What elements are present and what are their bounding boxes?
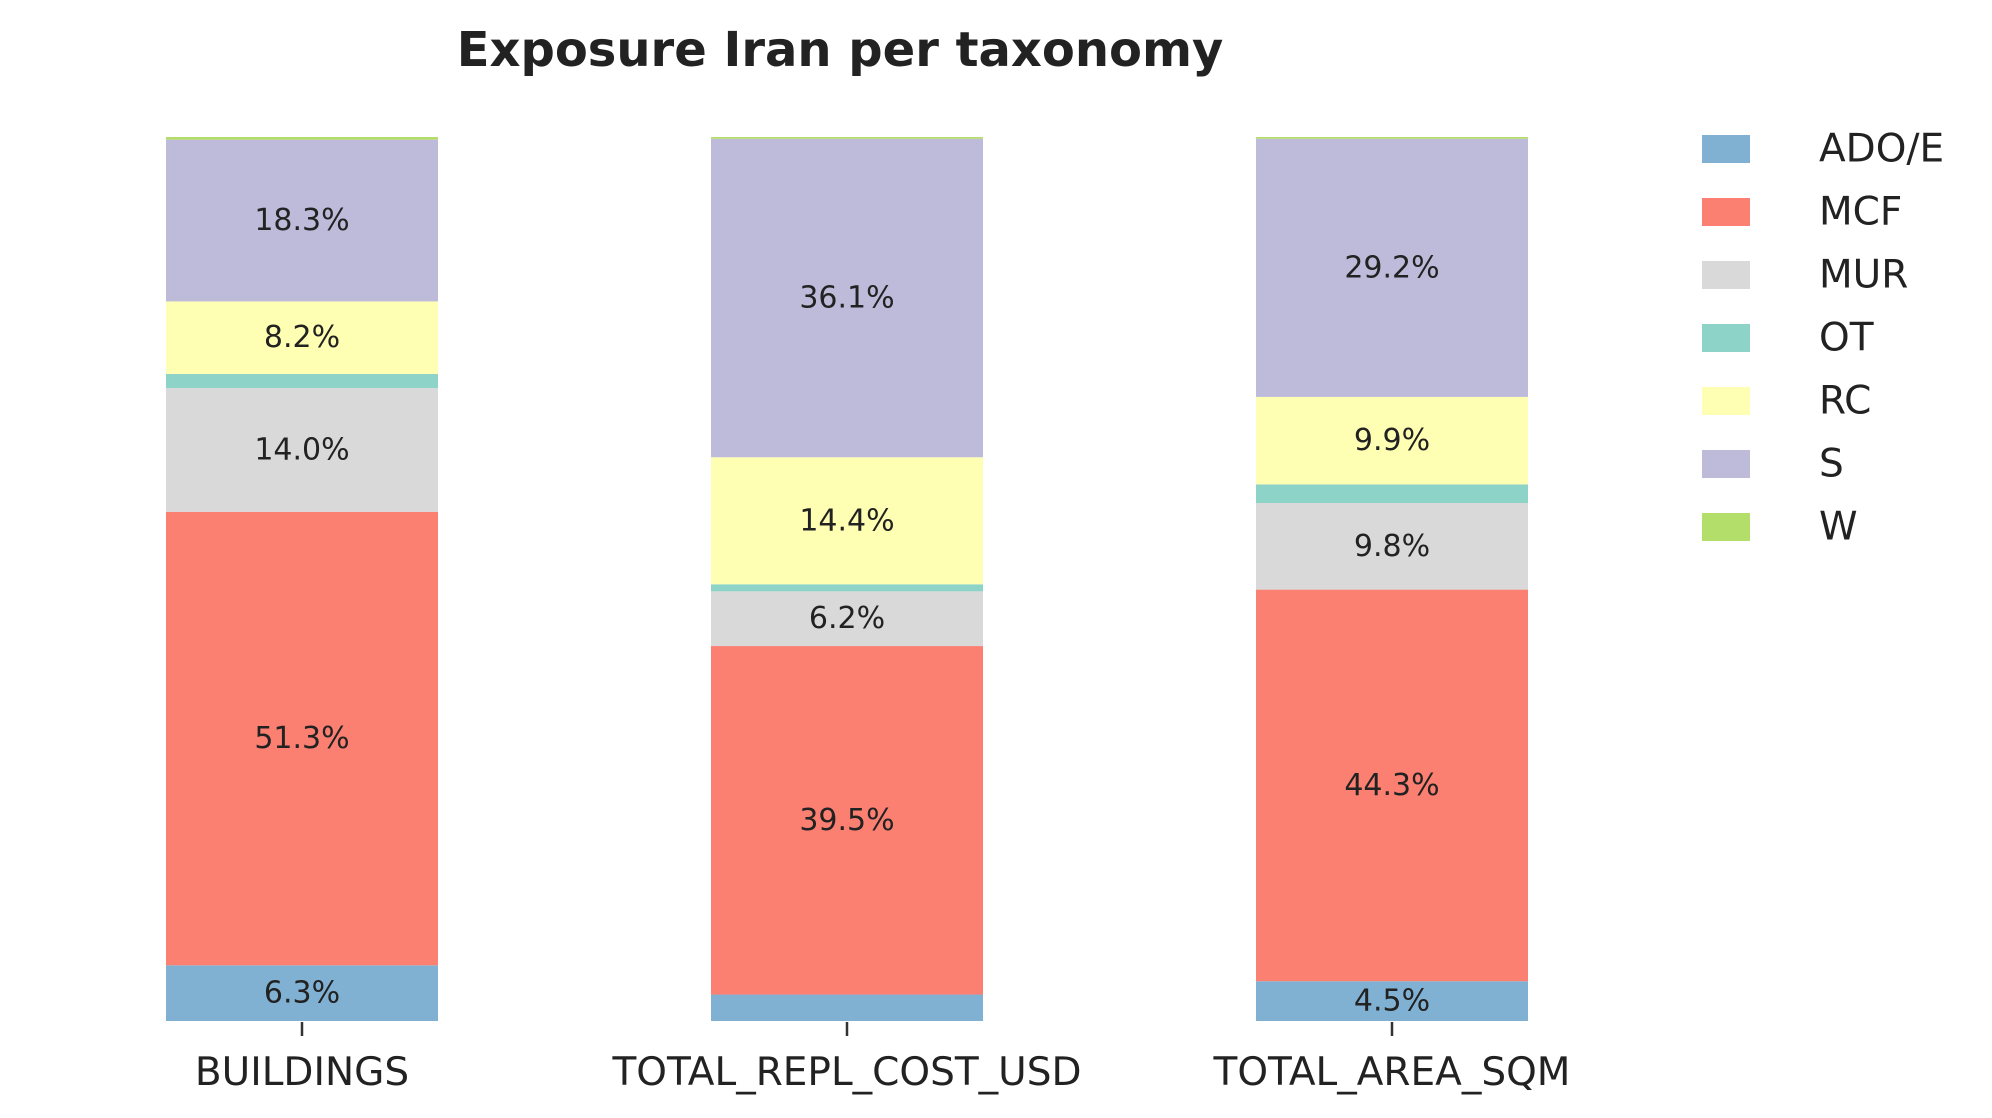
- legend-label-rc: RC: [1819, 379, 1871, 424]
- bar-buildings-mcf: [166, 511, 438, 966]
- data-label-buildings-s: 18.3%: [254, 203, 349, 238]
- bar-total-repl-cost-usd-ot: [711, 584, 983, 592]
- bar-total-area-sqm-ado-e: [1256, 981, 1528, 1021]
- legend-label-s: S: [1819, 442, 1844, 487]
- data-label-total-repl-cost-usd-s: 36.1%: [799, 281, 894, 316]
- bar-total-area-sqm-mur: [1256, 502, 1528, 590]
- data-label-buildings-mcf: 51.3%: [254, 721, 349, 756]
- legend-label-ado-e: ADO/E: [1819, 127, 1944, 172]
- data-label-buildings-ado-e: 6.3%: [264, 976, 340, 1011]
- data-label-total-area-sqm-mur: 9.8%: [1354, 529, 1430, 564]
- bar-total-repl-cost-usd-s: [711, 138, 983, 458]
- legend-label-mcf: MCF: [1819, 190, 1902, 235]
- bar-total-repl-cost-usd-w: [711, 137, 983, 139]
- legend-swatch-ot: [1702, 324, 1750, 352]
- legend-swatch-s: [1702, 450, 1750, 478]
- bar-total-area-sqm-w: [1256, 137, 1528, 139]
- x-tick-label-total-area-sqm: TOTAL_AREA_SQM: [1213, 1050, 1571, 1095]
- x-tick-label-buildings: BUILDINGS: [195, 1050, 409, 1095]
- legend-label-w: W: [1819, 505, 1858, 550]
- x-axis: BUILDINGS TOTAL_REPL_COST_USD TOTAL_AREA_S…: [195, 1022, 1571, 1095]
- legend-swatch-mcf: [1702, 198, 1750, 226]
- data-label-total-area-sqm-rc: 9.9%: [1354, 423, 1430, 458]
- data-label-total-repl-cost-usd-rc: 14.4%: [799, 503, 894, 538]
- bar-total-repl-cost-usd-rc: [711, 457, 983, 585]
- bar-buildings-mur: [166, 388, 438, 512]
- bar-total-area-sqm-mcf: [1256, 589, 1528, 982]
- data-label-total-area-sqm-ado-e: 4.5%: [1354, 984, 1430, 1019]
- bar-buildings-ot: [166, 373, 438, 389]
- bar-total-repl-cost-usd-mcf: [711, 646, 983, 995]
- data-label-total-repl-cost-usd-mur: 6.2%: [809, 601, 885, 636]
- data-label-buildings-mur: 14.0%: [254, 432, 349, 467]
- chart-title: Exposure Iran per taxonomy: [457, 22, 1224, 78]
- legend-swatch-mur: [1702, 261, 1750, 289]
- bar-buildings-w: [166, 137, 438, 140]
- bar-total-area-sqm-s: [1256, 138, 1528, 397]
- legend-label-ot: OT: [1819, 316, 1874, 361]
- data-labels-group: 6.3% 51.3% 14.0% 8.2% 18.3% 39.5% 6.2% 14.4% 36.…: [254, 203, 1439, 1019]
- legend-swatch-w: [1702, 513, 1750, 541]
- legend-swatch-ado-e: [1702, 135, 1750, 163]
- bars-group: [166, 137, 1528, 1021]
- bar-total-area-sqm-rc: [1256, 396, 1528, 485]
- bar-buildings-rc: [166, 301, 438, 374]
- bar-buildings-ado-e: [166, 965, 438, 1021]
- data-label-total-repl-cost-usd-mcf: 39.5%: [799, 803, 894, 838]
- bar-total-area-sqm-ot: [1256, 484, 1528, 503]
- legend-label-mur: MUR: [1819, 253, 1908, 298]
- data-label-total-area-sqm-s: 29.2%: [1344, 250, 1439, 285]
- data-label-buildings-rc: 8.2%: [264, 320, 340, 355]
- data-label-total-area-sqm-mcf: 44.3%: [1344, 768, 1439, 803]
- legend: ADO/E MCF MUR OT RC SW: [1702, 127, 1944, 550]
- bar-total-repl-cost-usd-mur: [711, 591, 983, 647]
- bar-total-repl-cost-usd-ado-e: [711, 994, 983, 1021]
- bar-buildings-s: [166, 139, 438, 302]
- x-tick-label-total-repl-cost-usd: TOTAL_REPL_COST_USD: [611, 1050, 1081, 1095]
- legend-swatch-rc: [1702, 387, 1750, 415]
